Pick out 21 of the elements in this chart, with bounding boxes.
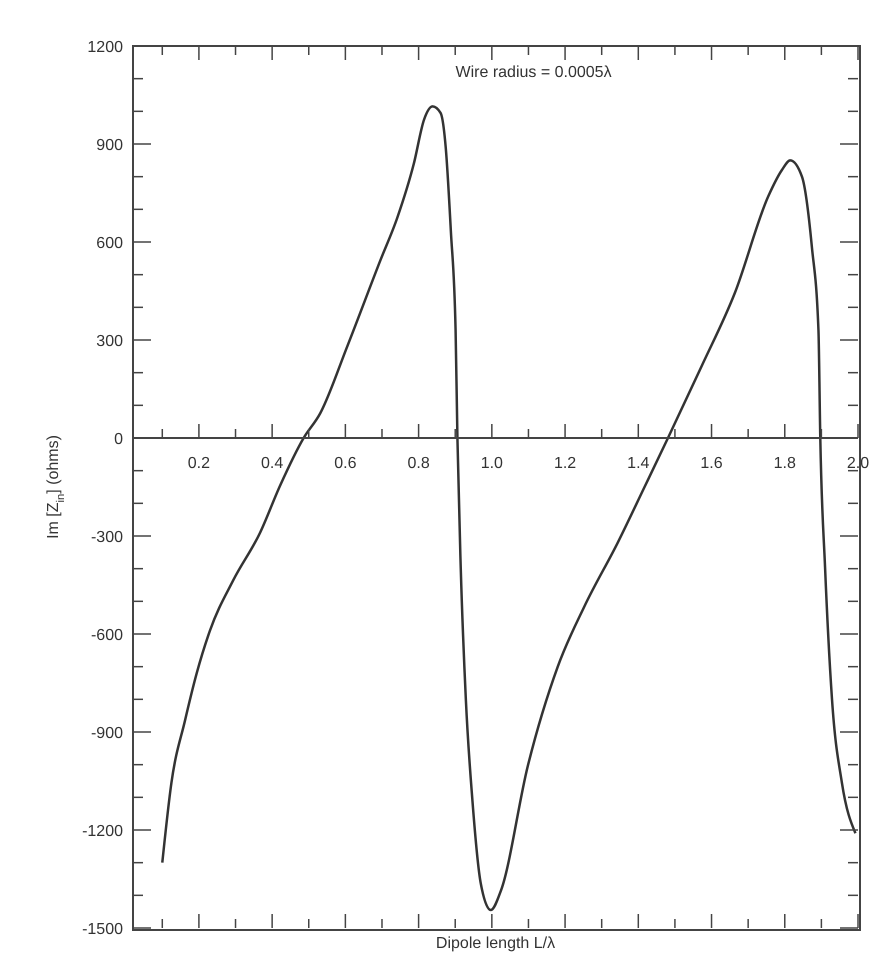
x-tick-label: 0.8 — [407, 455, 430, 472]
x-tick-label: 1.2 — [554, 455, 576, 472]
x-axis-title: Dipole length L/λ — [436, 935, 556, 952]
annotation: Wire radius = 0.0005λ — [456, 64, 612, 82]
x-tick-label: 1.0 — [480, 455, 504, 472]
y-tick-label: 900 — [96, 137, 124, 154]
x-tick-label: 1.4 — [627, 455, 650, 472]
y-tick-label: 600 — [96, 235, 124, 252]
y-tick-label: 300 — [96, 333, 124, 350]
x-tick-label: 0.6 — [334, 455, 357, 472]
y-tick-label: -1500 — [82, 921, 124, 938]
x-tick-label: 0.4 — [261, 455, 284, 472]
y-tick-label: -300 — [90, 529, 124, 546]
y-tick-label: -1200 — [82, 823, 124, 840]
y-tick-label: 1200 — [87, 39, 124, 56]
x-tick-label: 1.8 — [774, 455, 796, 472]
y-tick-label: -600 — [90, 627, 124, 644]
x-tick-label: 0.2 — [188, 455, 210, 472]
y-tick-label: -900 — [90, 725, 124, 742]
x-tick-label: 1.6 — [700, 455, 723, 472]
y-tick-label: 0 — [114, 431, 124, 448]
